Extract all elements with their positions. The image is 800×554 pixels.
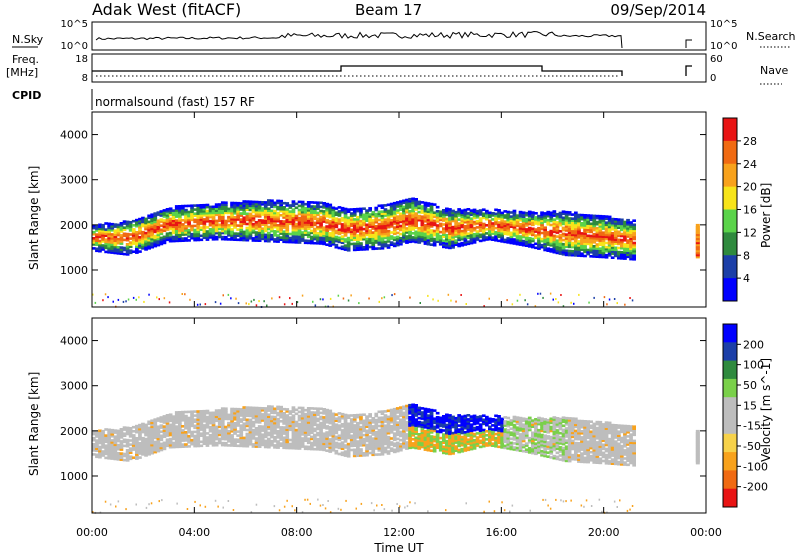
time-tick-label: 00:00 — [690, 526, 722, 539]
vel-colorbar-tick: -15 — [743, 420, 761, 433]
nsearch-label: N.Search — [746, 30, 796, 43]
power-colorbar-tick: 24 — [743, 158, 757, 171]
cpid-label: CPID — [12, 89, 41, 102]
power-colorbar-tick: 8 — [743, 249, 750, 262]
nave-tick-bottom: 0 — [710, 73, 716, 84]
freq-panel: Freq. [MHz] 18 8 60 0 Nave — [6, 53, 788, 85]
power-colorbar-tick: 4 — [743, 272, 750, 285]
vel-colorbar-tick: 15 — [743, 399, 757, 412]
velocity-ylabel: Slant Range [km] — [27, 372, 41, 476]
power-panel: 1000 2000 3000 4000 Slant Range [km] 4 8 12 16… — [27, 111, 773, 308]
power-data — [92, 197, 700, 308]
power-ytick-label: 3000 — [60, 174, 88, 187]
beam-label: Beam 17 — [355, 1, 422, 19]
power-colorbar-tick: 28 — [743, 135, 757, 148]
vel-ytick-label: 3000 — [60, 380, 88, 393]
freq-tick-top: 18 — [75, 54, 88, 65]
freq-trace — [92, 65, 692, 76]
time-tick-label: 16:00 — [485, 526, 517, 539]
nsearch-tick-top: 10^5 — [710, 19, 737, 30]
nsky-tick-top: 10^5 — [61, 19, 88, 30]
time-axis-labels: 00:00 04:00 08:00 12:00 16:00 20:00 00:00 — [76, 526, 722, 539]
nsky-panel: N.Sky 10^5 10^0 10^5 10^0 N.Search — [12, 19, 796, 52]
power-ytick-label: 4000 — [60, 129, 88, 142]
time-tick-label: 20:00 — [588, 526, 620, 539]
vel-colorbar-tick: 200 — [743, 338, 764, 351]
power-ylabel: Slant Range [km] — [27, 166, 41, 270]
time-tick-label: 04:00 — [178, 526, 210, 539]
nave-label: Nave — [760, 64, 788, 77]
velocity-data — [92, 403, 700, 514]
velocity-colorbar-label: Velocity [m s^-1] — [759, 358, 773, 462]
vel-colorbar-tick: 50 — [743, 379, 757, 392]
velocity-panel: 1000 2000 3000 4000 Slant Range [km] 200 100… — [27, 317, 773, 514]
date-label: 09/Sep/2014 — [610, 1, 706, 19]
cpid-text: normalsound (fast) 157 RF — [95, 95, 255, 109]
nsky-tick-bottom: 10^0 — [61, 41, 88, 52]
power-colorbar-label: Power [dB] — [759, 183, 773, 248]
cpid-panel: CPID normalsound (fast) 157 RF — [12, 89, 255, 110]
vel-ytick-label: 4000 — [60, 335, 88, 348]
freq-tick-bottom: 8 — [82, 73, 88, 84]
power-colorbar-tick: 12 — [743, 226, 757, 239]
time-tick-label: 00:00 — [76, 526, 108, 539]
vel-colorbar-tick: -200 — [743, 481, 768, 494]
vel-ytick-label: 1000 — [60, 470, 88, 483]
vel-colorbar-tick: 100 — [743, 359, 764, 372]
vel-colorbar-tick: -50 — [743, 440, 761, 453]
freq-label: Freq. — [12, 53, 39, 66]
vel-colorbar-tick: -100 — [743, 460, 768, 473]
power-colorbar-tick: 20 — [743, 181, 757, 194]
nave-tick-top: 60 — [710, 54, 723, 65]
time-tick-label: 12:00 — [383, 526, 415, 539]
power-ytick-label: 1000 — [60, 264, 88, 277]
power-ytick-label: 2000 — [60, 219, 88, 232]
nsky-label: N.Sky — [12, 33, 44, 46]
nsky-trace — [95, 30, 692, 49]
time-axis-title: Time UT — [373, 541, 424, 554]
power-colorbar: 4 8 12 16 20 24 28 — [722, 117, 757, 302]
nsearch-tick-bottom: 10^0 — [710, 41, 737, 52]
velocity-colorbar: 200 100 50 15 -15 -50 -100 -200 — [722, 323, 768, 508]
time-tick-label: 08:00 — [281, 526, 313, 539]
vel-ytick-label: 2000 — [60, 425, 88, 438]
freq-unit: [MHz] — [6, 66, 38, 79]
station-title: Adak West (fitACF) — [92, 0, 241, 19]
power-colorbar-tick: 16 — [743, 204, 757, 217]
